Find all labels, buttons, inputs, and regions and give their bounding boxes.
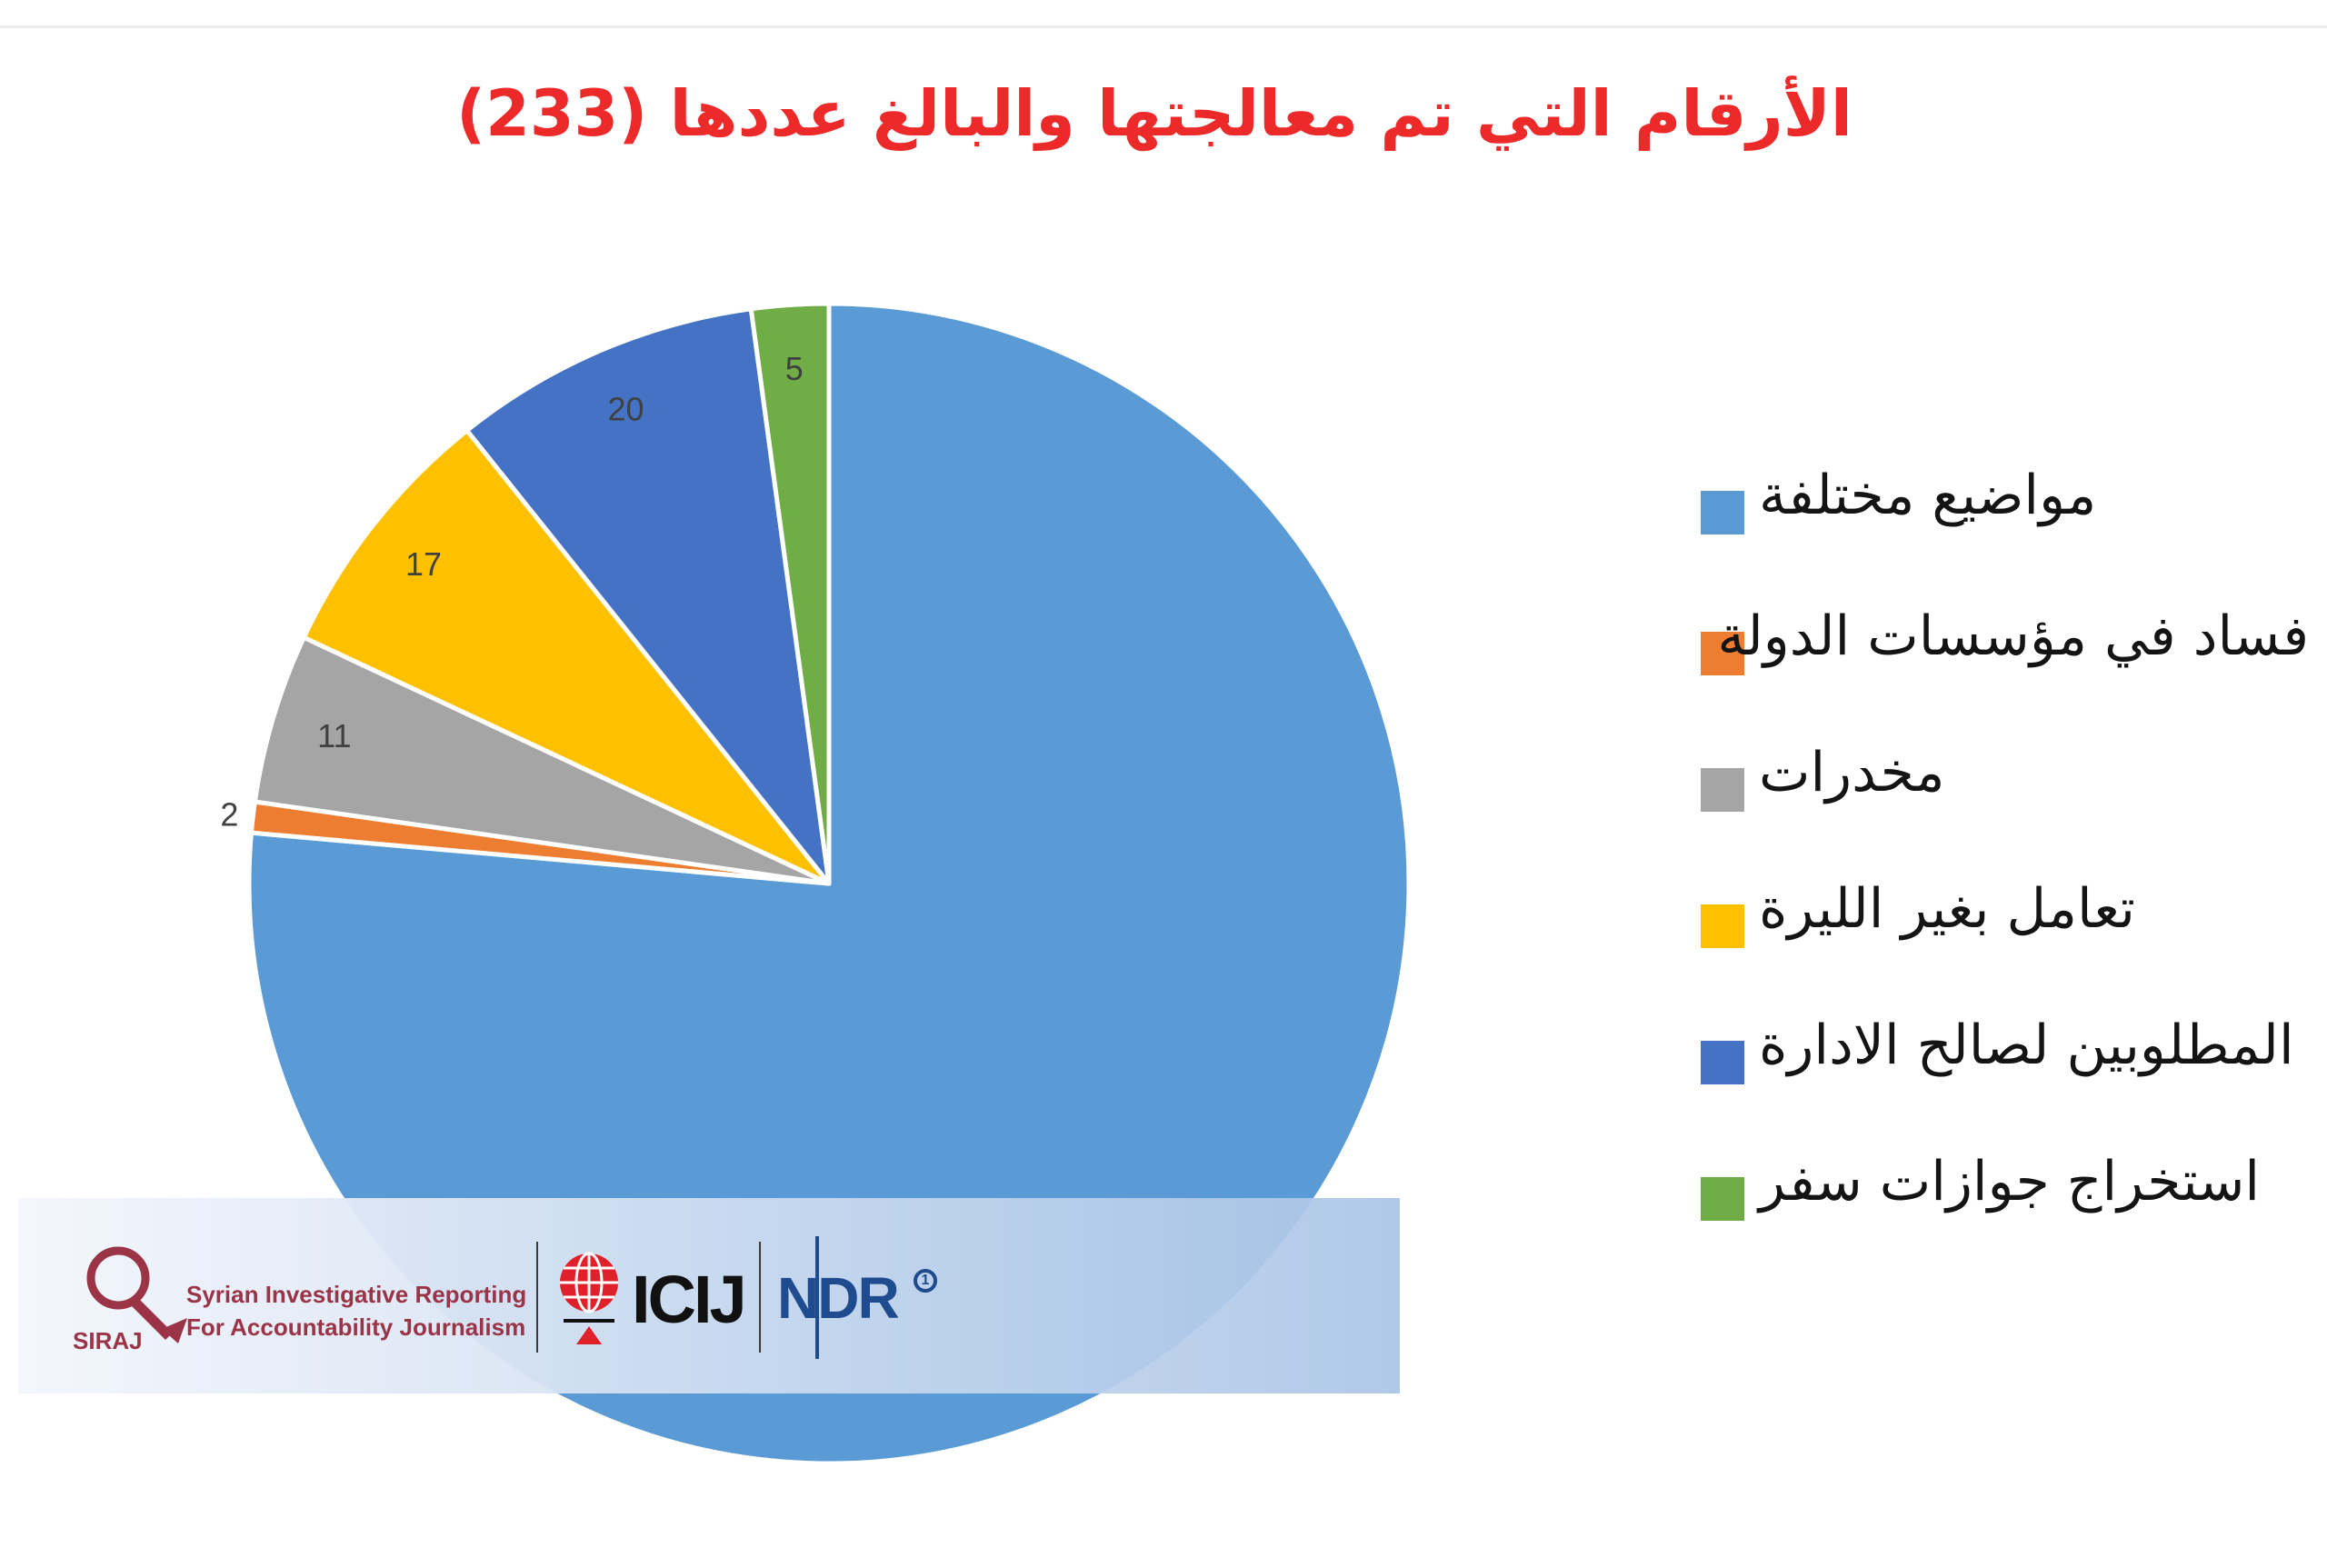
pie-slice	[252, 634, 832, 886]
siraj-text: Syrian Investigative Reporting For Accou…	[186, 1278, 550, 1343]
globe-icon	[560, 1252, 618, 1344]
siraj-logo: SIRAJ	[73, 1246, 187, 1354]
legend-item: تعامل بغير الليرة	[1691, 868, 2309, 948]
legend-swatch	[1701, 768, 1744, 812]
legend-label: فساد في مؤسسات الدولة	[1717, 604, 2309, 668]
ndr-bar	[815, 1236, 819, 1359]
logo-divider	[759, 1242, 761, 1353]
legend-item: فساد في مؤسسات الدولة	[1691, 595, 2309, 675]
ard-one-icon: 1	[914, 1269, 937, 1293]
slice-data-label: 5	[785, 350, 804, 387]
siraj-wordmark: SIRAJ	[73, 1327, 143, 1354]
legend-label: مواضيع مختلفة	[1759, 464, 2097, 527]
legend-item: استخراج جوازات سفر	[1691, 1141, 2309, 1221]
icij-logo: ICIJ	[554, 1248, 773, 1348]
legend-item: مواضيع مختلفة	[1691, 454, 2309, 534]
chart-title: الأرقام التي تم معالجتها والبالغ عددها (…	[456, 76, 1853, 151]
legend-label: تعامل بغير الليرة	[1759, 877, 2135, 941]
slice-data-label: 2	[220, 796, 238, 834]
slice-data-label: 20	[608, 391, 644, 428]
siraj-line-1: Syrian Investigative Reporting	[186, 1281, 527, 1308]
legend-label: استخراج جوازات سفر	[1759, 1150, 2261, 1213]
legend-swatch	[1701, 1177, 1744, 1221]
pie-slice	[301, 428, 832, 886]
legend-swatch	[1701, 491, 1744, 534]
slice-data-label: 11	[317, 717, 351, 754]
ndr-logo: NDR 1	[777, 1236, 959, 1359]
pie-slice	[748, 301, 832, 886]
legend-item: مخدرات	[1691, 732, 2309, 812]
logo-divider	[536, 1242, 538, 1353]
legend-label: مخدرات	[1759, 741, 1945, 804]
legend-label: المطلوبين لصالح الادارة	[1759, 1014, 2294, 1077]
legend-item: المطلوبين لصالح الادارة	[1691, 1004, 2309, 1084]
top-rule	[0, 25, 2327, 28]
legend-swatch	[1701, 632, 1744, 675]
siraj-line-2: For Accountability Journalism	[186, 1313, 526, 1341]
ndr-wordmark: NDR	[777, 1265, 900, 1331]
logo-band: SIRAJ Syrian Investigative Reporting For…	[18, 1198, 1400, 1393]
pie-slice	[464, 306, 832, 886]
legend-swatch	[1701, 904, 1744, 948]
slice-data-label: 17	[405, 545, 442, 583]
legend-swatch	[1701, 1041, 1744, 1084]
icij-wordmark: ICIJ	[632, 1262, 747, 1337]
